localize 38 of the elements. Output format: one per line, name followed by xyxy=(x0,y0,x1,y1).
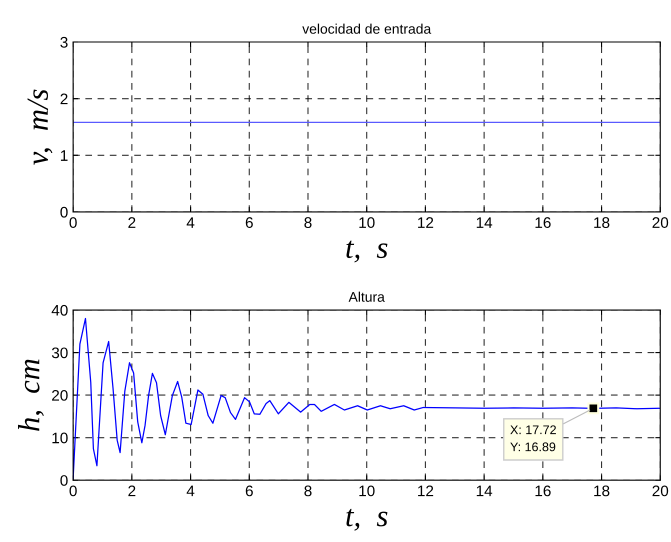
y-tick-label: 3 xyxy=(60,36,68,48)
chart-title: velocidad de entrada xyxy=(302,24,432,34)
x-tick-label: 20 xyxy=(652,485,668,496)
y-tick-label: 0 xyxy=(60,206,68,218)
x-tick-label: 14 xyxy=(476,486,492,496)
y-tick-label: 2 xyxy=(60,94,68,104)
x-tick-label: 2 xyxy=(128,217,136,228)
y-tick-label: 20 xyxy=(52,390,68,401)
x-tick-label: 6 xyxy=(246,485,253,496)
x-tick-label: 20 xyxy=(652,217,668,228)
x-tick-label: 14 xyxy=(476,217,492,228)
x-axis-title: t, s xyxy=(346,508,388,531)
x-tick-label: 4 xyxy=(186,486,194,496)
x-tick-label: 4 xyxy=(186,217,194,228)
y-tick-label: 10 xyxy=(52,432,68,444)
annotation: X: 17.72 Y: 16.89 xyxy=(510,425,556,452)
x-tick-label: 16 xyxy=(536,485,551,496)
x-tick-label: 12 xyxy=(418,485,434,496)
x-tick-label: 6 xyxy=(246,217,253,228)
x-tick-label: 8 xyxy=(304,217,312,228)
x-tick-label: 0 xyxy=(69,485,77,496)
y-tick-label: 30 xyxy=(52,347,68,358)
y-tick-label: 0 xyxy=(60,475,68,486)
x-tick-label: 10 xyxy=(359,485,375,496)
x-tick-label: 0 xyxy=(69,217,77,228)
x-axis-title: t, s xyxy=(346,240,388,262)
chart-title: Altura xyxy=(348,292,385,302)
x-tick-label: 18 xyxy=(594,485,610,496)
x-tick-label: 2 xyxy=(128,485,136,496)
y-tick-label: 1 xyxy=(60,150,68,161)
y-tick-label: 40 xyxy=(52,304,68,316)
y-axis-title: v, m/s xyxy=(28,90,52,165)
x-tick-label: 18 xyxy=(594,217,610,228)
x-tick-label: 10 xyxy=(359,217,375,228)
x-tick-label: 8 xyxy=(304,485,312,496)
y-axis-title: h, cm xyxy=(18,359,44,431)
x-tick-label: 12 xyxy=(418,217,434,228)
x-tick-label: 16 xyxy=(536,217,551,228)
